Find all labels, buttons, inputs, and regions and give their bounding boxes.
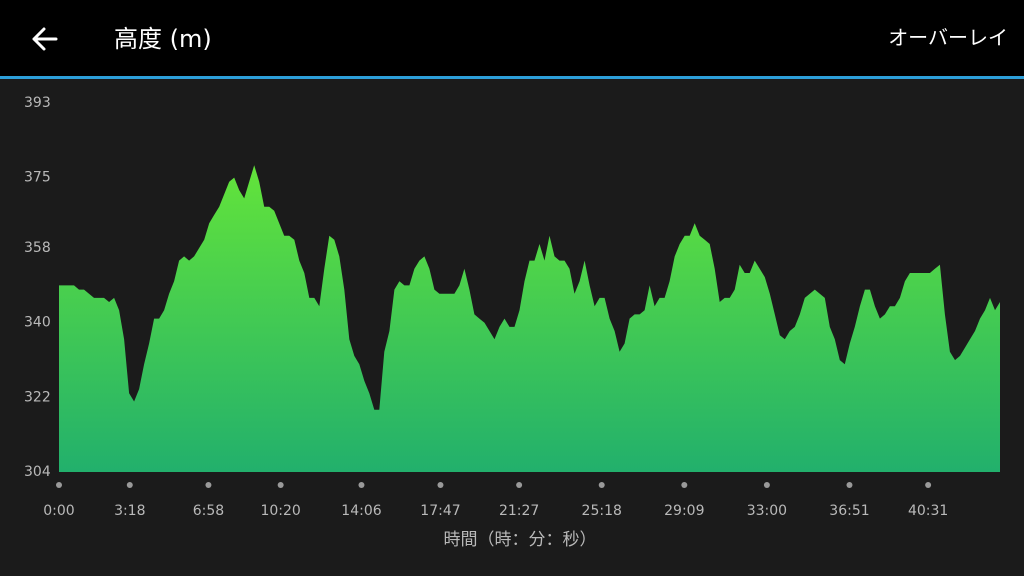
x-tick-label: 3:18 — [114, 503, 145, 519]
y-tick-label: 304 — [24, 464, 51, 480]
y-tick-label: 358 — [24, 240, 51, 256]
elevation-area — [59, 165, 1000, 472]
x-axis-title: 時間（時：分：秒） — [444, 530, 597, 550]
x-tick-dot — [925, 482, 932, 488]
x-tick-label: 10:20 — [260, 503, 300, 519]
y-tick-label: 322 — [24, 389, 51, 405]
x-tick-label: 17:47 — [420, 503, 460, 519]
x-tick-label: 0:00 — [43, 503, 74, 519]
app-bar-accent — [0, 76, 1024, 79]
x-tick-label: 40:31 — [908, 503, 948, 519]
y-tick-label: 393 — [24, 95, 51, 111]
x-tick-label: 25:18 — [582, 503, 622, 519]
x-tick-label: 36:51 — [829, 503, 869, 519]
x-tick-label: 33:00 — [747, 503, 787, 519]
y-tick-label: 340 — [24, 315, 51, 331]
x-tick-label: 6:58 — [193, 503, 224, 519]
x-tick-dot — [763, 482, 770, 488]
x-tick-dot — [516, 482, 523, 488]
x-tick-dot — [358, 482, 365, 488]
x-tick-dot — [846, 482, 853, 488]
x-tick-label: 29:09 — [664, 503, 704, 519]
x-tick-dot — [598, 482, 605, 488]
x-tick-label: 14:06 — [341, 503, 381, 519]
x-tick-dot — [681, 482, 688, 488]
app-bar — [0, 0, 1024, 76]
x-tick-dot — [205, 482, 212, 488]
x-tick-dot — [437, 482, 444, 488]
back-button[interactable] — [32, 27, 58, 51]
x-tick-dot — [56, 482, 62, 488]
chart: 304 322 340 358 375 393 0:00 3:18 6:58 10:20 14:06… — [24, 95, 1000, 550]
screen-title: 高度 (m) — [114, 25, 212, 53]
x-tick-dot — [277, 482, 284, 488]
overlay-button[interactable]: オーバーレイ — [888, 26, 1008, 50]
y-tick-label: 375 — [24, 170, 51, 186]
x-tick-dot — [126, 482, 133, 488]
x-tick-label: 21:27 — [499, 503, 539, 519]
